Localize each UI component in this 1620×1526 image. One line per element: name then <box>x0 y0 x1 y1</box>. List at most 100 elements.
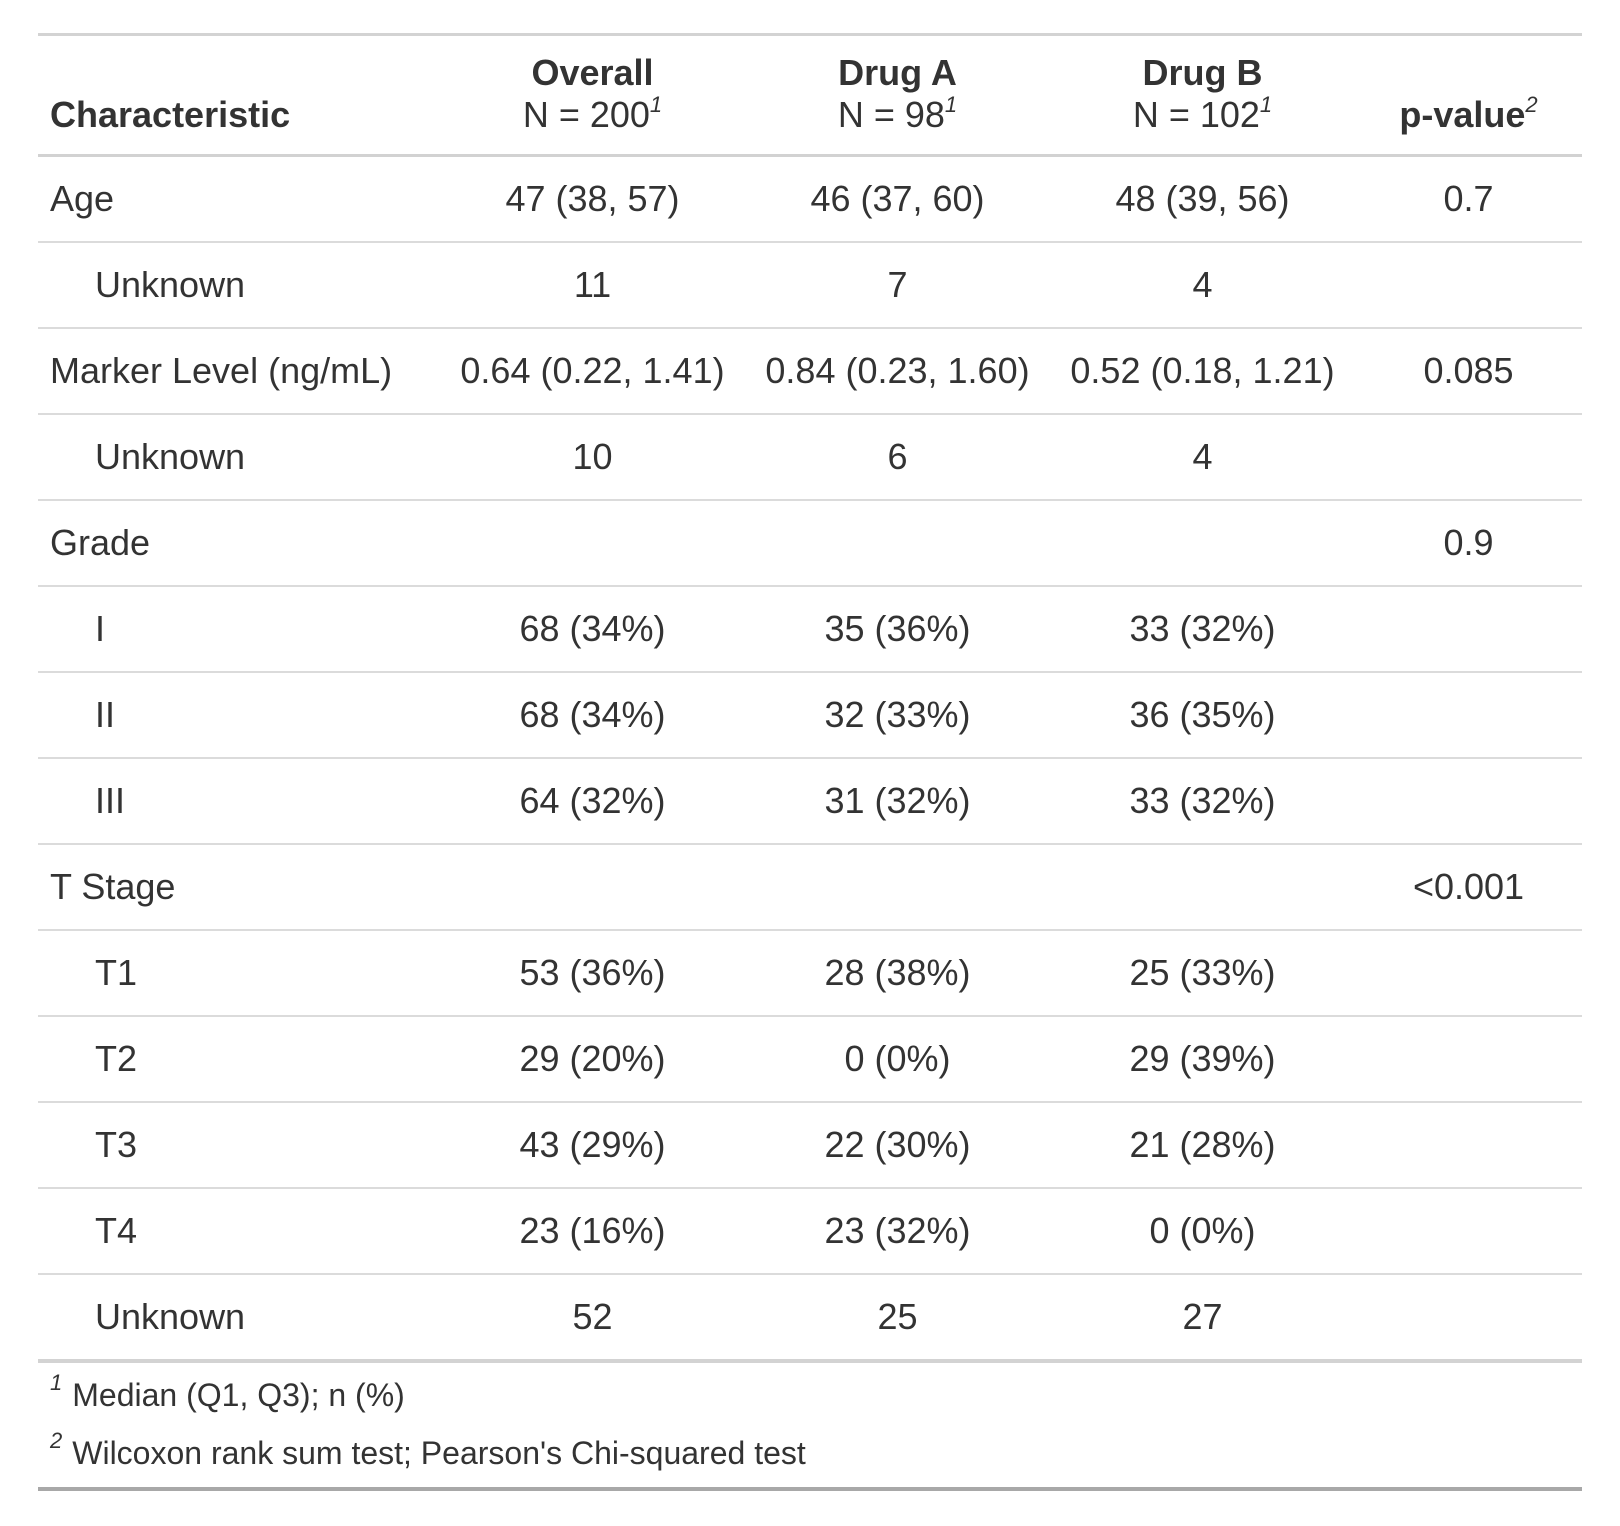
table-row-marker-unknown: Unknown 10 6 4 <box>38 414 1582 500</box>
cell-drug-b: 48 (39, 56) <box>1115 178 1290 219</box>
cell-drug-a: 32 (33%) <box>824 694 971 735</box>
cell-overall: 10 <box>572 436 613 477</box>
overall-n: N = 2001 <box>522 92 663 136</box>
summary-table-container: Characteristic Overall N = 2001 Drug A N… <box>38 33 1582 1491</box>
column-header-overall: Overall N = 2001 <box>440 34 745 157</box>
pvalue-label: p-value <box>1399 94 1526 135</box>
cell-drug-b: 0.52 (0.18, 1.21) <box>1070 350 1335 391</box>
footnote-2: 2 Wilcoxon rank sum test; Pearson's Chi-s… <box>38 1424 1582 1489</box>
cell-drug-a <box>745 500 1050 586</box>
cell-overall: 52 <box>572 1296 613 1337</box>
overall-label: Overall <box>531 52 654 93</box>
footnote-mark: 1 <box>649 92 663 117</box>
table-row-t4: T4 23 (16%) 23 (32%) 0 (0%) <box>38 1188 1582 1274</box>
footnote-row: 1 Median (Q1, Q3); n (%) <box>38 1361 1582 1424</box>
characteristic-label: Characteristic <box>50 94 291 135</box>
drug-a-n: N = 981 <box>837 92 958 136</box>
table-row-t1: T1 53 (36%) 28 (38%) 25 (33%) <box>38 930 1582 1016</box>
footnote-text: Wilcoxon rank sum test; Pearson's Chi-sq… <box>72 1435 806 1471</box>
cell-overall <box>440 500 745 586</box>
row-label: Unknown <box>95 436 246 477</box>
footnote-text: Median (Q1, Q3); n (%) <box>72 1377 405 1413</box>
cell-drug-b <box>1050 500 1355 586</box>
table-row-t3: T3 43 (29%) 22 (30%) 21 (28%) <box>38 1102 1582 1188</box>
cell-pvalue <box>1355 672 1582 758</box>
table-row-tstage-unknown: Unknown 52 25 27 <box>38 1274 1582 1361</box>
row-label: Marker Level (ng/mL) <box>50 350 393 391</box>
table-header: Characteristic Overall N = 2001 Drug A N… <box>38 34 1582 157</box>
row-label: Grade <box>50 522 151 563</box>
cell-drug-b: 4 <box>1192 264 1213 305</box>
row-label: Unknown <box>95 264 246 305</box>
cell-drug-a: 28 (38%) <box>824 952 971 993</box>
footnote-mark: 2 <box>1525 92 1538 117</box>
cell-pvalue: 0.9 <box>1443 522 1494 563</box>
row-label: T1 <box>95 952 138 993</box>
cell-overall: 43 (29%) <box>519 1124 666 1165</box>
cell-drug-a: 0 (0%) <box>844 1038 951 1079</box>
column-header-drug-b: Drug B N = 1021 <box>1050 34 1355 157</box>
cell-pvalue <box>1355 1188 1582 1274</box>
footnote-mark: 1 <box>50 1370 63 1396</box>
cell-overall <box>440 844 745 930</box>
cell-drug-b: 33 (32%) <box>1129 780 1276 821</box>
column-header-drug-a: Drug A N = 981 <box>745 34 1050 157</box>
cell-drug-a: 22 (30%) <box>824 1124 971 1165</box>
column-header-characteristic: Characteristic <box>38 34 440 157</box>
drug-b-n: N = 1021 <box>1132 92 1273 136</box>
row-label: II <box>95 694 116 735</box>
cell-overall: 0.64 (0.22, 1.41) <box>460 350 725 391</box>
row-label: T3 <box>95 1124 138 1165</box>
column-header-pvalue: p-value2 <box>1355 34 1582 157</box>
cell-drug-a: 7 <box>887 264 908 305</box>
cell-pvalue: 0.7 <box>1443 178 1494 219</box>
table-row-age: Age 47 (38, 57) 46 (37, 60) 48 (39, 56) … <box>38 156 1582 243</box>
cell-drug-a: 46 (37, 60) <box>810 178 985 219</box>
cell-drug-b <box>1050 844 1355 930</box>
row-label: Age <box>50 178 115 219</box>
cell-overall: 11 <box>573 264 612 305</box>
cell-pvalue <box>1355 1102 1582 1188</box>
row-label: Unknown <box>95 1296 246 1337</box>
row-label: T4 <box>95 1210 138 1251</box>
footnote-1: 1 Median (Q1, Q3); n (%) <box>38 1361 1582 1424</box>
cell-drug-b: 0 (0%) <box>1149 1210 1256 1251</box>
row-label: T2 <box>95 1038 138 1079</box>
table-row-grade-2: II 68 (34%) 32 (33%) 36 (35%) <box>38 672 1582 758</box>
table-row-grade-3: III 64 (32%) 31 (32%) 33 (32%) <box>38 758 1582 844</box>
footnote-mark: 1 <box>944 92 958 117</box>
cell-pvalue <box>1355 930 1582 1016</box>
cell-overall: 64 (32%) <box>519 780 666 821</box>
cell-overall: 68 (34%) <box>519 608 666 649</box>
cell-overall: 23 (16%) <box>519 1210 666 1251</box>
cell-drug-a: 23 (32%) <box>824 1210 971 1251</box>
header-row: Characteristic Overall N = 2001 Drug A N… <box>38 34 1582 157</box>
cell-drug-b: 21 (28%) <box>1129 1124 1276 1165</box>
table-row-marker-level: Marker Level (ng/mL) 0.64 (0.22, 1.41) 0… <box>38 328 1582 414</box>
row-label: III <box>95 780 126 821</box>
cell-drug-b: 36 (35%) <box>1129 694 1276 735</box>
table-row-grade: Grade 0.9 <box>38 500 1582 586</box>
drug-b-label: Drug B <box>1142 52 1263 93</box>
cell-drug-a: 0.84 (0.23, 1.60) <box>765 350 1030 391</box>
row-label: I <box>95 608 106 649</box>
cell-pvalue: 0.085 <box>1423 350 1514 391</box>
cell-overall: 53 (36%) <box>519 952 666 993</box>
cell-pvalue <box>1355 414 1582 500</box>
cell-drug-a: 35 (36%) <box>824 608 971 649</box>
cell-drug-b: 25 (33%) <box>1129 952 1276 993</box>
cell-drug-a: 6 <box>887 436 908 477</box>
cell-overall: 29 (20%) <box>519 1038 666 1079</box>
cell-drug-b: 33 (32%) <box>1129 608 1276 649</box>
cell-pvalue: <0.001 <box>1412 866 1525 907</box>
footnote-mark: 1 <box>1259 92 1273 117</box>
cell-drug-b: 27 <box>1182 1296 1223 1337</box>
cell-overall: 47 (38, 57) <box>505 178 680 219</box>
table-footnotes: 1 Median (Q1, Q3); n (%) 2 Wilcoxon rank s… <box>38 1361 1582 1489</box>
cell-pvalue <box>1355 1274 1582 1361</box>
cell-drug-a <box>745 844 1050 930</box>
cell-pvalue <box>1355 586 1582 672</box>
cell-pvalue <box>1355 758 1582 844</box>
footnote-mark: 2 <box>50 1428 63 1454</box>
cell-drug-a: 31 (32%) <box>824 780 971 821</box>
